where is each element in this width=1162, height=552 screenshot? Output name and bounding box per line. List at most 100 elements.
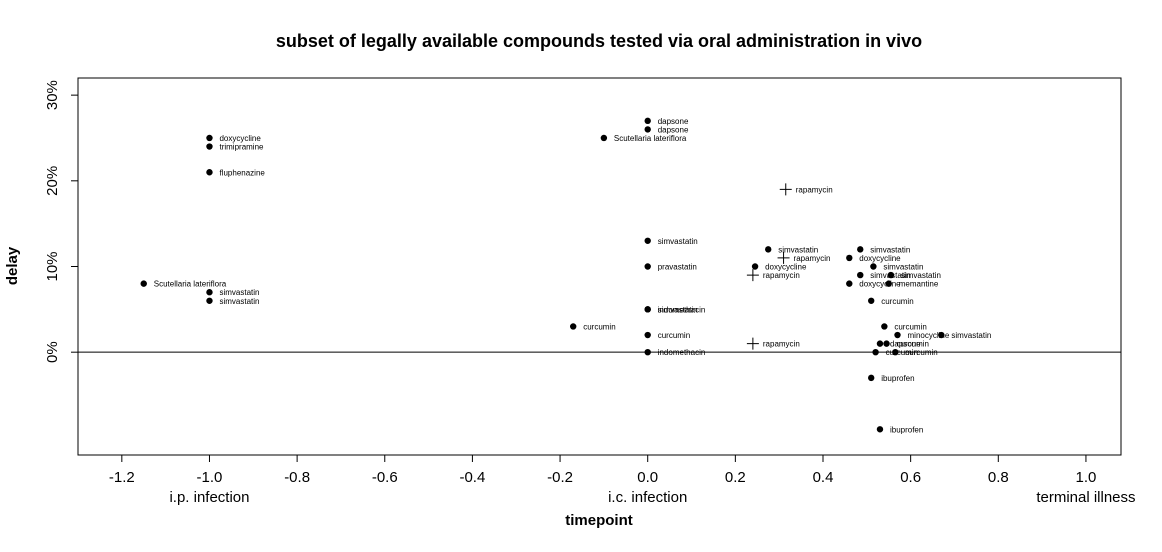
- dot-marker: [870, 263, 877, 270]
- data-point: curcumin: [892, 348, 938, 357]
- data-point: trimipramine: [206, 143, 264, 152]
- phase-labels: i.p. infection i.c. infection terminal ill…: [169, 489, 1135, 506]
- x-tick-label: -0.8: [284, 469, 310, 486]
- data-point: Scutellaria lateriflora: [600, 134, 687, 143]
- dot-marker: [206, 169, 213, 176]
- data-point: pravastatin: [644, 263, 697, 272]
- point-label: dapsone: [890, 340, 921, 349]
- point-label: curcumin: [881, 297, 913, 306]
- point-label: rapamycin: [763, 271, 800, 280]
- data-point: dapsone: [644, 125, 689, 134]
- point-label: curcumin: [583, 322, 615, 331]
- point-label: doxycycline: [219, 134, 261, 143]
- point-label: curcumin: [886, 348, 918, 357]
- data-point: doxycycline: [846, 254, 901, 263]
- dot-marker: [868, 297, 875, 304]
- point-label: dapsone: [658, 117, 689, 126]
- point-label: simvastatin: [219, 297, 259, 306]
- cross-marker: [779, 183, 792, 196]
- dot-marker: [140, 280, 147, 287]
- data-point: minocycline: [894, 331, 950, 340]
- dot-marker: [857, 271, 864, 279]
- data-point: curcumin: [570, 322, 616, 331]
- phase-label: i.p. infection: [169, 489, 249, 506]
- y-tick-label: 0%: [44, 341, 61, 363]
- point-label: ibuprofen: [890, 425, 923, 434]
- dot-marker: [600, 134, 608, 142]
- dot-marker: [892, 348, 899, 356]
- point-label: minocycline: [908, 331, 950, 340]
- data-point: ibuprofen: [868, 374, 915, 383]
- point-label: fluphenazine: [219, 168, 265, 177]
- x-axis-title: timepoint: [565, 512, 633, 529]
- point-label: simvastatin: [883, 263, 923, 272]
- point-label: indomethacin: [658, 348, 706, 357]
- data-point: dapsone: [644, 117, 689, 126]
- dot-marker: [894, 331, 901, 339]
- dot-marker: [765, 246, 772, 253]
- dot-marker: [206, 134, 213, 142]
- point-label: dapsone: [658, 125, 689, 134]
- cross-marker: [746, 269, 759, 282]
- data-point: Scutellaria lateriflora: [140, 280, 227, 289]
- point-label: rapamycin: [796, 185, 833, 194]
- data-point: simvastatin: [206, 288, 259, 297]
- point-label: simvastatin: [778, 245, 818, 254]
- x-tick-label: 0.0: [637, 469, 658, 486]
- dot-marker: [644, 348, 651, 356]
- x-tick-label: -0.6: [372, 469, 398, 486]
- dot-marker: [846, 254, 853, 262]
- dot-marker: [644, 263, 651, 270]
- data-point: indomethacin: [644, 348, 706, 357]
- x-tick-label: 0.2: [725, 469, 746, 486]
- data-point: rapamycin: [746, 269, 800, 282]
- point-label: curcumin: [905, 348, 937, 357]
- dot-marker: [876, 340, 884, 347]
- point-label: trimipramine: [219, 143, 264, 152]
- point-label: simvastatin: [658, 305, 698, 314]
- data-point: doxycycline: [206, 134, 261, 143]
- data-point: rapamycin: [777, 251, 830, 264]
- cross-marker: [746, 337, 759, 350]
- dot-marker: [644, 306, 651, 313]
- data-point: simvastatin: [765, 245, 818, 254]
- dot-marker: [881, 323, 888, 330]
- y-axis: 0% 10% 20% 30%: [44, 80, 79, 363]
- data-point: curcumin: [872, 348, 918, 357]
- data-point: dapsone: [876, 340, 921, 349]
- dot-marker: [570, 323, 577, 330]
- dot-marker: [644, 117, 651, 125]
- point-label: curcumin: [897, 340, 929, 349]
- point-label: curcumin: [894, 322, 926, 331]
- point-label: Scutellaria lateriflora: [154, 280, 227, 289]
- dot-marker: [846, 280, 853, 287]
- point-label: doxycycline: [859, 254, 901, 263]
- x-tick-label: -1.0: [197, 469, 223, 486]
- data-point: simvastatin: [644, 237, 698, 246]
- dot-marker: [876, 426, 884, 433]
- dot-marker: [206, 297, 213, 304]
- data-point: simvastatin: [857, 245, 910, 254]
- point-label: curcumin: [658, 331, 690, 340]
- data-point: simvastatin: [887, 271, 941, 280]
- data-point: indomethacin: [644, 305, 706, 314]
- dot-marker: [885, 280, 892, 287]
- x-tick-label: 1.0: [1076, 469, 1097, 486]
- data-point: curcumin: [868, 297, 914, 306]
- data-point: doxycycline: [751, 263, 807, 272]
- dot-marker: [751, 263, 759, 270]
- point-label: Scutellaria lateriflora: [614, 134, 687, 143]
- dot-marker: [644, 237, 651, 244]
- data-point: ibuprofen: [876, 425, 923, 434]
- point-label: simvastatin: [901, 271, 941, 280]
- data-points: doxycyclinetrimipraminefluphenazineScute…: [140, 117, 991, 434]
- y-axis-title: delay: [4, 246, 21, 285]
- dot-marker: [206, 289, 213, 296]
- point-label: ibuprofen: [881, 374, 914, 383]
- point-label: rapamycin: [763, 340, 800, 349]
- x-tick-label: 0.6: [900, 469, 921, 486]
- data-point: simvastatin: [206, 297, 259, 306]
- point-label: indomethacin: [658, 305, 706, 314]
- data-point: memantine: [885, 280, 939, 289]
